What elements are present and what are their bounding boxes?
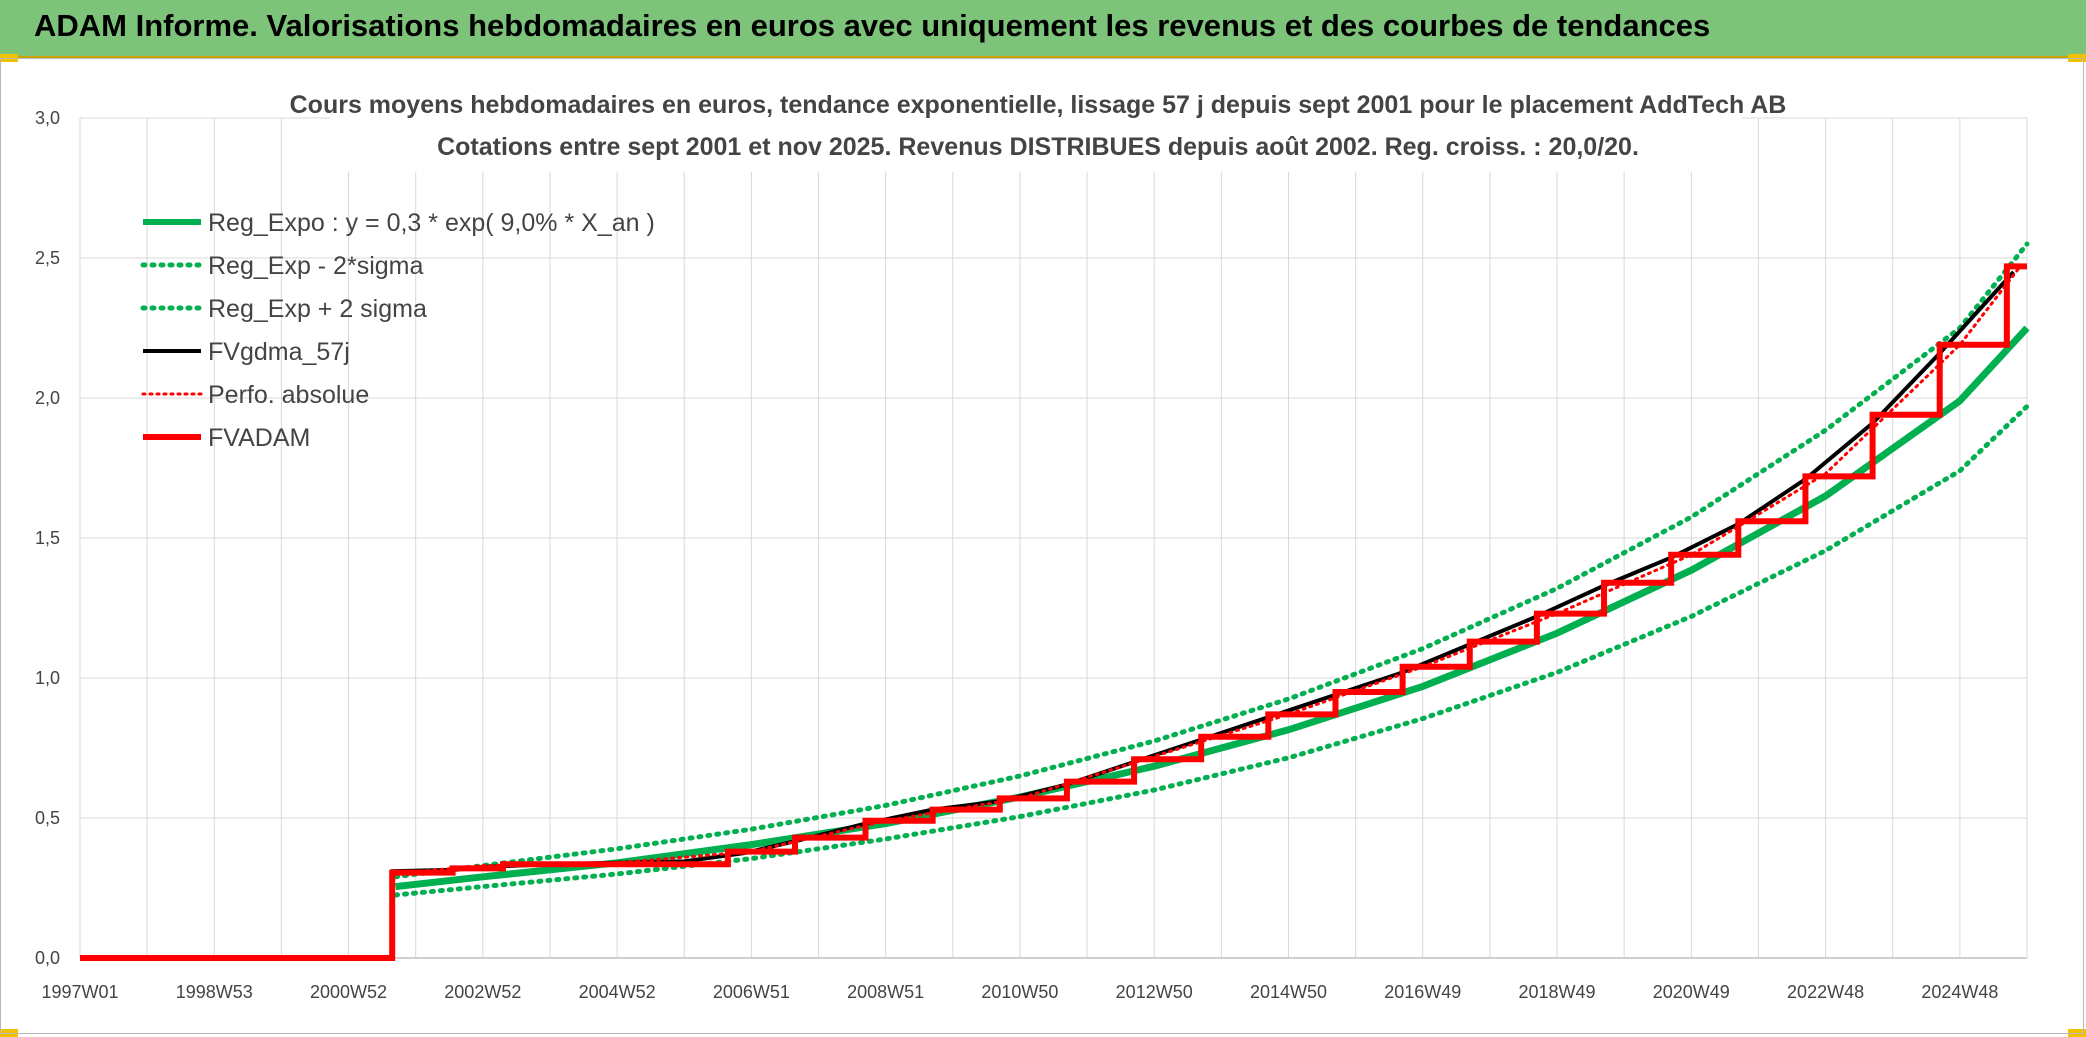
legend: Reg_Expo : y = 0,3 * exp( 9,0% * X_an ) R… — [140, 209, 655, 452]
y-tick-label: 0,0 — [35, 948, 60, 968]
x-tick-label: 2004W52 — [579, 982, 656, 1002]
x-tick-label: 2012W50 — [1116, 982, 1193, 1002]
legend-label: Perfo. absolue — [208, 381, 369, 409]
series-line-5 — [80, 263, 2027, 961]
x-tick-label: 2006W51 — [713, 982, 790, 1002]
x-tick-label: 2008W51 — [847, 982, 924, 1002]
x-tick-label: 2024W48 — [1921, 982, 1998, 1002]
legend-label: Reg_Exp + 2 sigma — [208, 295, 427, 323]
series-line-2 — [393, 241, 2030, 880]
legend-label: Reg_Exp - 2*sigma — [208, 252, 423, 280]
y-tick-label: 1,0 — [35, 668, 60, 688]
report-title: ADAM Informe. Valorisations hebdomadaire… — [34, 8, 1711, 43]
x-tick-label: 2022W48 — [1787, 982, 1864, 1002]
chart-frame — [0, 58, 2084, 1034]
legend-label: Reg_Expo : y = 0,3 * exp( 9,0% * X_an ) — [208, 209, 655, 237]
x-tick-label: 2016W49 — [1384, 982, 1461, 1002]
y-tick-label: 3,0 — [35, 108, 60, 128]
y-tick-label: 2,5 — [35, 248, 60, 268]
x-tick-label: 2014W50 — [1250, 982, 1327, 1002]
x-tick-label: 2000W52 — [310, 982, 387, 1002]
legend-label: FVADAM — [208, 424, 310, 452]
grid-layer — [79, 117, 2028, 959]
x-tick-label: 2020W49 — [1653, 982, 1730, 1002]
x-tick-label: 2010W50 — [981, 982, 1058, 1002]
series-line-0 — [395, 325, 2030, 891]
x-tick-label: 1997W01 — [41, 982, 118, 1002]
chart-subtitle: Cotations entre sept 2001 et nov 2025. R… — [437, 133, 1639, 161]
series-line-4 — [390, 264, 2022, 876]
y-tick-label: 0,5 — [35, 808, 60, 828]
y-tick-label: 2,0 — [35, 388, 60, 408]
report-header: ADAM Informe. Valorisations hebdomadaire… — [0, 0, 2086, 58]
tick-layer: 0,0 0,5 1,0 1,5 2,0 2,5 3,0 1997W01 1998W53 2000W… — [35, 108, 1998, 1002]
y-tick-label: 1,5 — [35, 528, 60, 548]
series-line-1 — [393, 403, 2030, 898]
chart-title: Cours moyens hebdomadaires en euros, ten… — [290, 91, 1787, 119]
series-line-3 — [80, 270, 2016, 960]
x-tick-label: 2018W49 — [1519, 982, 1596, 1002]
x-tick-label: 1998W53 — [176, 982, 253, 1002]
title-background — [330, 82, 1742, 172]
series-layer — [80, 241, 2030, 961]
x-tick-label: 2002W52 — [444, 982, 521, 1002]
legend-label: FVgdma_57j — [208, 338, 350, 366]
